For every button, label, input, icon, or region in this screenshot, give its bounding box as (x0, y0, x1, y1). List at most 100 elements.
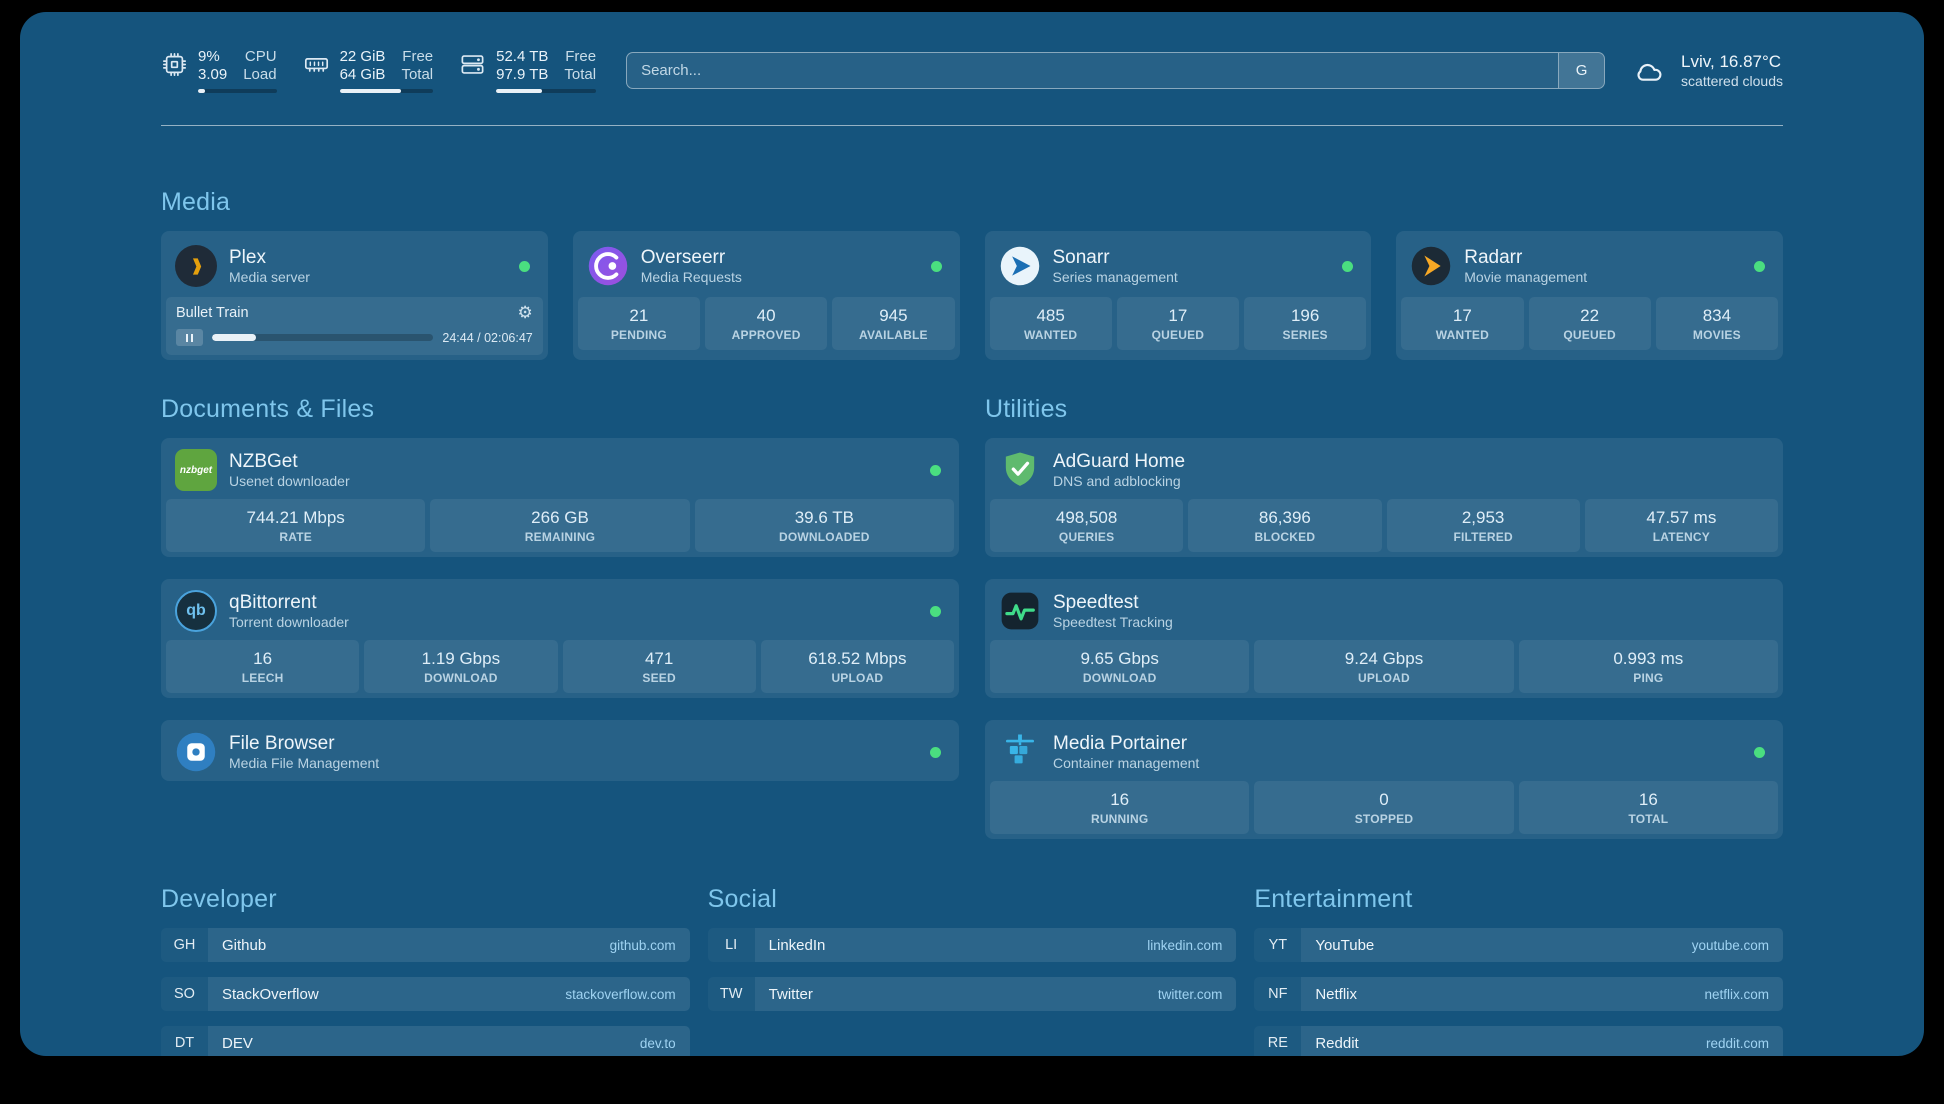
stat-label: QUEUED (1151, 328, 1205, 342)
stat-value: 47.57 ms (1646, 508, 1717, 527)
bookmark-url: stackoverflow.com (565, 986, 676, 1002)
service-title: Media Portainer (1053, 733, 1188, 754)
bookmark-github[interactable]: GH Github github.com (161, 928, 690, 962)
service-card-plex[interactable]: Plex Media server Bullet Train ⚙ (161, 231, 548, 360)
service-stats: 498,508 QUERIES 86,396 BLOCKED 2,953 FIL… (985, 499, 1783, 557)
speedtest-icon (999, 590, 1041, 632)
section-title-media: Media (161, 188, 231, 216)
stat-value: 498,508 (1055, 508, 1118, 527)
bookmark-group-developer: Developer GH Github github.com SO StackO… (161, 885, 690, 1056)
service-card-qbittorrent[interactable]: qb qBittorrent Torrent downloader 16 LEE… (161, 579, 959, 698)
service-subtitle: Torrent downloader (229, 614, 349, 630)
bookmark-stackoverflow[interactable]: SO StackOverflow stackoverflow.com (161, 977, 690, 1011)
stat-tile: 17 QUEUED (1116, 297, 1239, 350)
stat-label: DOWNLOAD (424, 671, 498, 685)
status-dot (930, 464, 941, 476)
disk-progress-fill (496, 89, 543, 93)
service-card-filebrowser[interactable]: File Browser Media File Management (161, 720, 959, 781)
stat-value: 17 (1452, 306, 1472, 325)
stat-tile: 266 GB REMAINING (430, 499, 690, 552)
cpu-readout: 9% CPU 3.09 Load (198, 48, 277, 93)
weather-condition: scattered clouds (1681, 73, 1783, 89)
bookmark-name: Github (222, 936, 267, 954)
pause-button[interactable] (176, 329, 203, 346)
disk-total: 97.9 TB (496, 66, 549, 83)
bookmark-url: netflix.com (1704, 986, 1769, 1002)
stat-label: DOWNLOAD (1082, 671, 1157, 685)
stat-value: 2,953 (1461, 508, 1505, 527)
service-card-adguard[interactable]: AdGuard Home DNS and adblocking 498,508 … (985, 438, 1783, 557)
section-title-social: Social (707, 885, 777, 913)
bookmark-reddit[interactable]: RE Reddit reddit.com (1254, 1026, 1783, 1056)
service-header: AdGuard Home DNS and adblocking (985, 438, 1783, 499)
now-playing-widget: Bullet Train ⚙ 24:44 / 02:06:47 (166, 297, 543, 355)
media-cards: Plex Media server Bullet Train ⚙ (161, 231, 1783, 360)
bookmark-abbr: RE (1254, 1026, 1301, 1056)
cloud-icon (1629, 55, 1669, 87)
stat-tile: 196 SERIES (1244, 297, 1367, 350)
memory-widget: 22 GiB Free 64 GiB Total (303, 48, 434, 93)
search-input[interactable] (627, 53, 1559, 88)
bookmark-name: Netflix (1315, 985, 1358, 1003)
bookmark-url: github.com (609, 937, 676, 953)
settings-gear-icon[interactable]: ⚙ (517, 303, 533, 322)
bookmark-url: twitter.com (1157, 986, 1223, 1002)
stat-tile: 16 LEECH (166, 640, 360, 693)
service-card-radarr[interactable]: Radarr Movie management 17 WANTED 22 QUE… (1396, 231, 1783, 360)
bookmark-dev[interactable]: DT DEV dev.to (161, 1026, 690, 1056)
stat-value: 16 (1638, 790, 1658, 809)
service-titles: Speedtest Speedtest Tracking (1053, 591, 1173, 631)
stat-tile: 9.24 Gbps UPLOAD (1254, 640, 1514, 693)
dashboard-screen: 9% CPU 3.09 Load (20, 12, 1924, 1056)
stat-value: 39.6 TB (794, 508, 854, 527)
stat-label: TOTAL (1628, 812, 1669, 826)
bookmark-netflix[interactable]: NF Netflix netflix.com (1254, 977, 1783, 1011)
service-card-sonarr[interactable]: Sonarr Series management 485 WANTED 17 Q… (984, 231, 1372, 360)
stat-value: 945 (879, 306, 908, 325)
stat-label: DOWNLOADED (778, 530, 870, 544)
disk-free: 52.4 TB (496, 48, 549, 65)
stat-value: 16 (1110, 790, 1130, 809)
stat-tile: 2,953 FILTERED (1386, 499, 1580, 552)
service-titles: qBittorrent Torrent downloader (229, 591, 349, 631)
portainer-icon (999, 731, 1041, 773)
service-header: Speedtest Speedtest Tracking (985, 579, 1783, 640)
service-subtitle: Usenet downloader (229, 473, 350, 489)
service-titles: NZBGet Usenet downloader (229, 450, 350, 490)
stat-tile: 0.993 ms PING (1518, 640, 1778, 693)
memory-free-label: Free (402, 48, 434, 65)
service-stats: 16 RUNNING 0 STOPPED 16 TOTAL (985, 781, 1783, 839)
stat-tile: 471 SEED (562, 640, 756, 693)
service-titles: Radarr Movie management (1464, 246, 1587, 286)
bookmark-abbr: YT (1254, 928, 1301, 962)
playback-progress-track[interactable] (212, 334, 434, 341)
memory-icon (303, 51, 330, 78)
service-card-portainer[interactable]: Media Portainer Container management 16 … (985, 720, 1783, 839)
stat-tile: 485 WANTED (989, 297, 1112, 350)
bookmark-name: StackOverflow (222, 985, 319, 1003)
disk-total-label: Total (564, 66, 597, 83)
search-engine-button[interactable]: G (1558, 53, 1605, 88)
bookmark-abbr: LI (708, 928, 755, 962)
cpu-load-label: Load (243, 66, 277, 83)
playback-time: 24:44 / 02:06:47 (442, 330, 533, 345)
bookmark-twitter[interactable]: TW Twitter twitter.com (708, 977, 1237, 1011)
stat-label: PENDING (610, 328, 667, 342)
dashboard-content: 9% CPU 3.09 Load (161, 12, 1783, 1056)
bookmark-abbr: TW (708, 977, 755, 1011)
service-card-speedtest[interactable]: Speedtest Speedtest Tracking 9.65 Gbps D… (985, 579, 1783, 698)
bookmark-youtube[interactable]: YT YouTube youtube.com (1254, 928, 1783, 962)
section-title-entertainment: Entertainment (1254, 885, 1413, 913)
memory-free: 22 GiB (339, 48, 386, 65)
service-card-nzbget[interactable]: nzbget NZBGet Usenet downloader 744.21 M… (161, 438, 959, 557)
bookmark-name: LinkedIn (768, 936, 826, 954)
service-title: Plex (229, 247, 266, 268)
service-titles: AdGuard Home DNS and adblocking (1053, 450, 1185, 490)
service-stats: 744.21 Mbps RATE 266 GB REMAINING 39.6 T… (161, 499, 959, 557)
service-card-overseerr[interactable]: Overseerr Media Requests 21 PENDING 40 A… (572, 231, 960, 360)
status-dot (930, 260, 942, 272)
service-subtitle: Container management (1053, 755, 1200, 771)
bookmark-linkedin[interactable]: LI LinkedIn linkedin.com (708, 928, 1237, 962)
bookmark-groups: Developer GH Github github.com SO StackO… (161, 885, 1783, 1056)
stat-value: 9.24 Gbps (1344, 649, 1424, 668)
